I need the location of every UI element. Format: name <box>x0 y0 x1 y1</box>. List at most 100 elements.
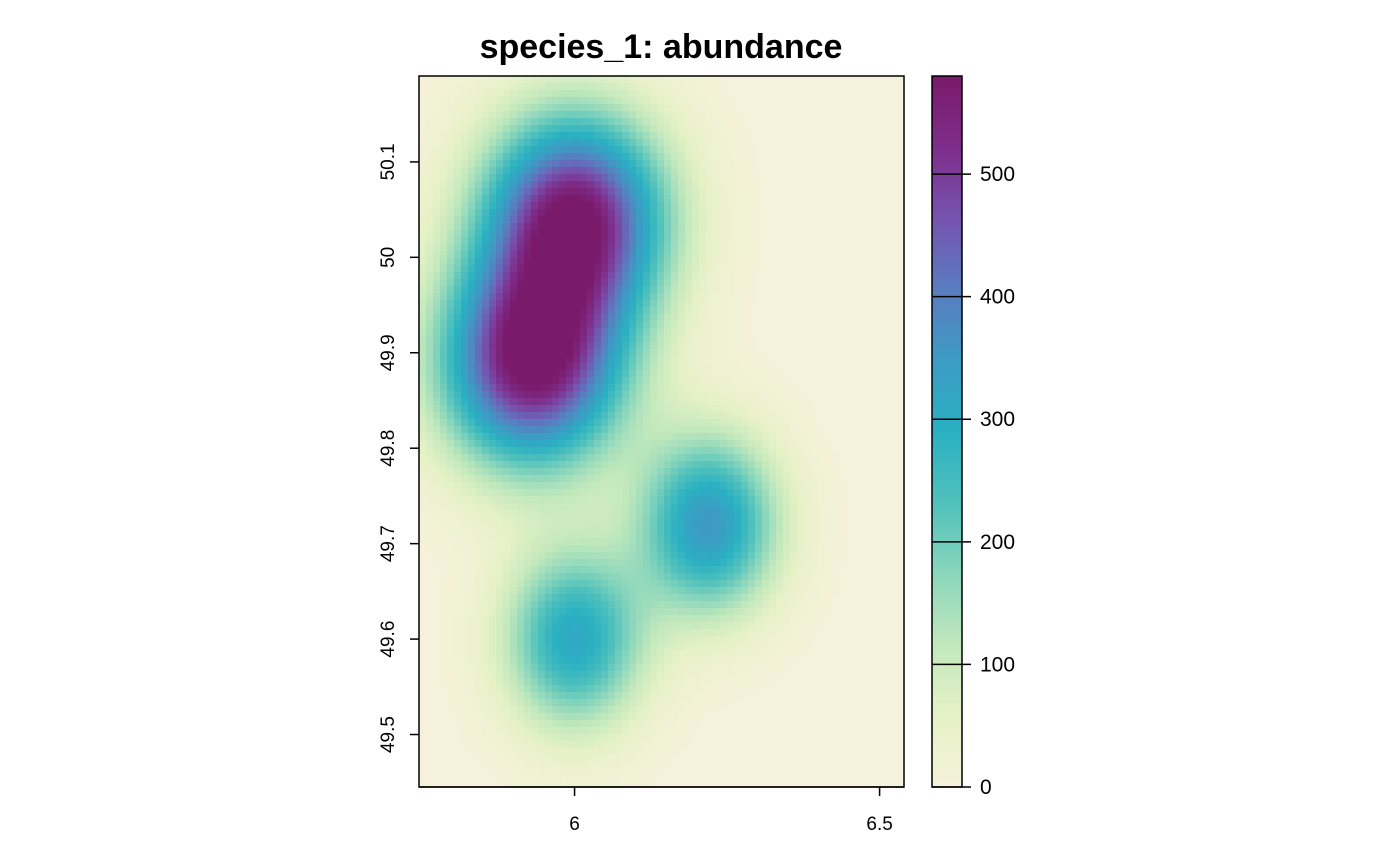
raster-cell <box>664 461 672 469</box>
raster-cell <box>720 223 728 231</box>
raster-cell <box>433 230 441 238</box>
raster-cell <box>447 188 455 196</box>
raster-cell <box>720 328 728 336</box>
raster-cell <box>664 174 672 182</box>
raster-cell <box>727 524 735 532</box>
raster-cell <box>713 307 721 315</box>
raster-cell <box>678 293 686 301</box>
raster-cell <box>440 321 448 329</box>
raster-cell <box>468 265 476 273</box>
raster-cell <box>531 636 539 644</box>
raster-cell <box>566 223 574 231</box>
raster-cell <box>657 230 665 238</box>
raster-cell <box>440 538 448 546</box>
raster-cell <box>825 566 833 574</box>
raster-cell <box>433 538 441 546</box>
raster-cell <box>580 244 588 252</box>
raster-cell <box>650 748 658 756</box>
raster-cell <box>650 195 658 203</box>
raster-cell <box>713 363 721 371</box>
raster-cell <box>517 209 525 217</box>
raster-cell <box>503 510 511 518</box>
raster-cell <box>734 230 742 238</box>
raster-cell <box>685 146 693 154</box>
raster-cell <box>433 300 441 308</box>
raster-cell <box>615 524 623 532</box>
raster-cell <box>762 468 770 476</box>
raster-cell <box>489 314 497 322</box>
raster-cell <box>475 454 483 462</box>
raster-cell <box>461 83 469 91</box>
raster-cell <box>608 503 616 511</box>
raster-cell <box>629 132 637 140</box>
raster-cell <box>769 559 777 567</box>
raster-cell <box>741 657 749 665</box>
raster-cell <box>489 265 497 273</box>
raster-cell <box>615 727 623 735</box>
raster-cell <box>454 489 462 497</box>
raster-cell <box>748 580 756 588</box>
raster-cell <box>657 447 665 455</box>
raster-cell <box>678 461 686 469</box>
raster-cell <box>734 251 742 259</box>
raster-cell <box>734 146 742 154</box>
raster-cell <box>664 510 672 518</box>
raster-cell <box>622 265 630 273</box>
raster-cell <box>776 475 784 483</box>
raster-cell <box>790 454 798 462</box>
raster-cell <box>622 293 630 301</box>
raster-cell <box>517 447 525 455</box>
raster-cell <box>468 741 476 749</box>
raster-cell <box>489 433 497 441</box>
raster-cell <box>468 454 476 462</box>
raster-cell <box>510 349 518 357</box>
raster-cell <box>559 384 567 392</box>
raster-cell <box>517 503 525 511</box>
raster-cell <box>475 83 483 91</box>
raster-cell <box>685 342 693 350</box>
raster-cell <box>559 720 567 728</box>
raster-cell <box>510 706 518 714</box>
raster-cell <box>447 104 455 112</box>
raster-cell <box>734 195 742 203</box>
raster-cell <box>433 90 441 98</box>
raster-cell <box>629 566 637 574</box>
raster-cell <box>524 685 532 693</box>
raster-cell <box>531 678 539 686</box>
raster-cell <box>545 629 553 637</box>
raster-cell <box>482 279 490 287</box>
raster-cell <box>573 237 581 245</box>
raster-cell <box>468 433 476 441</box>
raster-cell <box>440 314 448 322</box>
raster-cell <box>776 601 784 609</box>
raster-cell <box>657 510 665 518</box>
raster-cell <box>461 293 469 301</box>
raster-cell <box>769 391 777 399</box>
raster-cell <box>426 461 434 469</box>
raster-cell <box>643 349 651 357</box>
raster-cell <box>580 699 588 707</box>
raster-cell <box>433 335 441 343</box>
raster-cell <box>503 104 511 112</box>
raster-cell <box>510 90 518 98</box>
raster-cell <box>734 216 742 224</box>
raster-cell <box>755 657 763 665</box>
raster-cell <box>741 188 749 196</box>
raster-cell <box>426 237 434 245</box>
raster-cell <box>566 132 574 140</box>
raster-cell <box>489 398 497 406</box>
raster-cell <box>692 153 700 161</box>
raster-cell <box>587 363 595 371</box>
raster-cell <box>692 608 700 616</box>
raster-cell <box>503 146 511 154</box>
raster-cell <box>545 699 553 707</box>
raster-cell <box>433 97 441 105</box>
raster-cell <box>678 76 686 84</box>
raster-cell <box>587 734 595 742</box>
raster-cell <box>601 405 609 413</box>
raster-cell <box>608 580 616 588</box>
raster-cell <box>657 104 665 112</box>
raster-cell <box>566 174 574 182</box>
raster-cell <box>475 377 483 385</box>
raster-cell <box>496 706 504 714</box>
